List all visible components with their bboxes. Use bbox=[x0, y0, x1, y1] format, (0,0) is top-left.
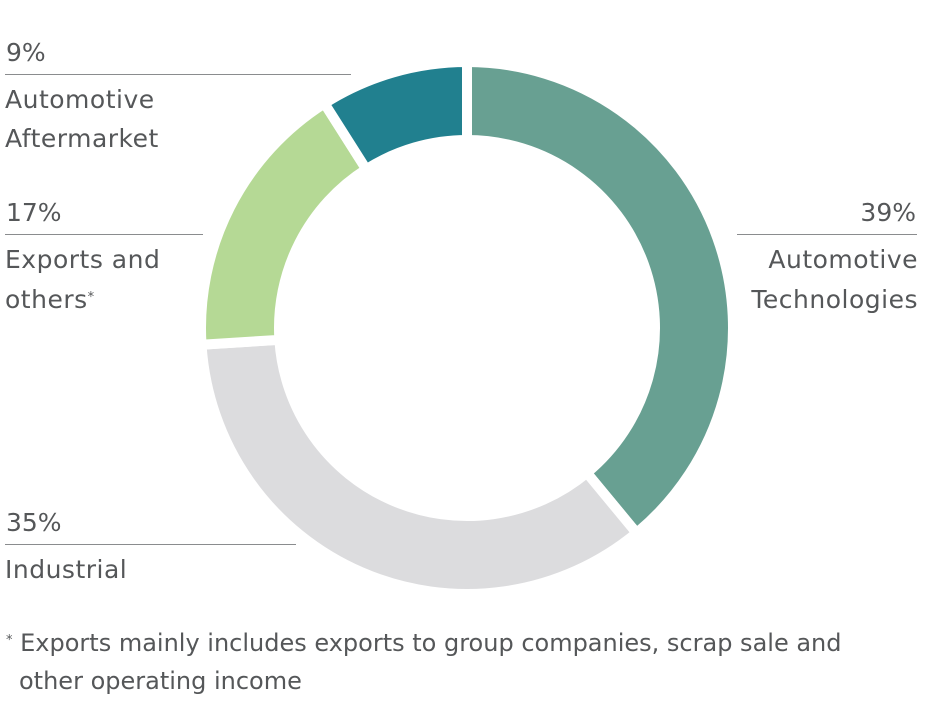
footnote-line2: other operating income bbox=[19, 667, 302, 695]
pct-label-industrial: 35% bbox=[6, 508, 62, 537]
label-exports-line1: Exports and bbox=[5, 245, 161, 274]
label-exports-line2: others* bbox=[5, 285, 95, 314]
donut-slice-exports bbox=[196, 96, 374, 351]
leader-line-automotive-technologies bbox=[737, 234, 917, 235]
footnote: * Exports mainly includes exports to gro… bbox=[6, 624, 841, 700]
footnote-mark: * bbox=[6, 633, 13, 648]
pct-label-exports: 17% bbox=[6, 198, 62, 227]
pct-label-automotive-technologies: 39% bbox=[860, 198, 916, 227]
footnote-line1: Exports mainly includes exports to group… bbox=[20, 629, 842, 657]
donut-slice-industrial bbox=[196, 334, 644, 599]
label-automotive-technologies-line1: Automotive bbox=[768, 245, 918, 274]
leader-line-industrial bbox=[5, 544, 296, 545]
label-automotive-technologies-line2: Technologies bbox=[751, 285, 918, 314]
label-industrial: Industrial bbox=[5, 555, 128, 584]
label-aftermarket-line2: Aftermarket bbox=[5, 124, 159, 153]
leader-line-aftermarket bbox=[5, 74, 351, 75]
donut-slice-automotive-technologies bbox=[462, 56, 738, 541]
donut-slice-aftermarket bbox=[317, 56, 472, 177]
label-aftermarket-line1: Automotive bbox=[5, 85, 155, 114]
leader-line-exports bbox=[5, 234, 203, 235]
pct-label-aftermarket: 9% bbox=[6, 38, 46, 67]
